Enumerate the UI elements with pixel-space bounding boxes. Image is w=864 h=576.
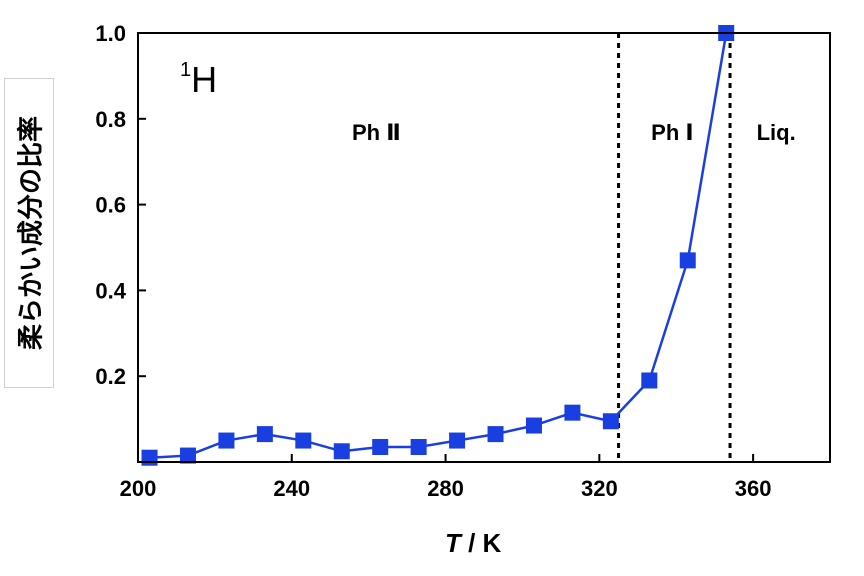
nucleus-mass-number: 1 (180, 59, 192, 81)
x-tick-label: 240 (273, 476, 310, 501)
region-label: Ph Ⅱ (352, 120, 401, 145)
data-point (564, 404, 581, 421)
y-tick-label: 0.6 (95, 193, 126, 218)
data-point (525, 417, 542, 434)
data-point (410, 438, 427, 455)
x-tick-label: 280 (427, 476, 464, 501)
plot-frame (137, 32, 831, 463)
x-tick-label: 360 (735, 476, 772, 501)
y-tick-label: 0.4 (95, 278, 126, 303)
series-line (149, 32, 728, 459)
axis-ticks: 200 240 280 320 360 0.2 0.4 0.6 0.8 1.0 (95, 21, 771, 501)
data-point (487, 426, 504, 443)
x-tick-label: 320 (581, 476, 618, 501)
series-line-group (149, 32, 728, 459)
x-axis-label: T / K (445, 528, 501, 559)
nucleus-label: 1H (180, 59, 218, 100)
data-point (602, 413, 619, 430)
region-label: Ph Ⅰ (651, 120, 693, 145)
y-tick-label: 0.8 (95, 107, 126, 132)
data-point (449, 432, 466, 449)
y-axis-label-box: 柔らかい成分の比率 (4, 78, 54, 388)
data-point (333, 443, 350, 460)
y-tick-label: 0.2 (95, 364, 126, 389)
nucleus-symbol: H (191, 59, 218, 100)
region-labels: Ph Ⅱ Ph Ⅰ Liq. (352, 120, 796, 145)
x-axis-unit: / K (460, 528, 502, 558)
x-axis-symbol: T (445, 528, 461, 558)
y-tick-label: 1.0 (95, 21, 126, 46)
phase-boundaries (617, 33, 732, 462)
data-point (141, 449, 158, 466)
data-point (641, 372, 658, 389)
x-tick-label: 200 (120, 476, 157, 501)
region-label: Liq. (757, 120, 796, 145)
data-point (679, 252, 696, 269)
data-point (256, 426, 273, 443)
data-point (179, 447, 196, 464)
data-point (295, 432, 312, 449)
series-markers (141, 25, 735, 466)
data-point (372, 438, 389, 455)
data-point (218, 432, 235, 449)
